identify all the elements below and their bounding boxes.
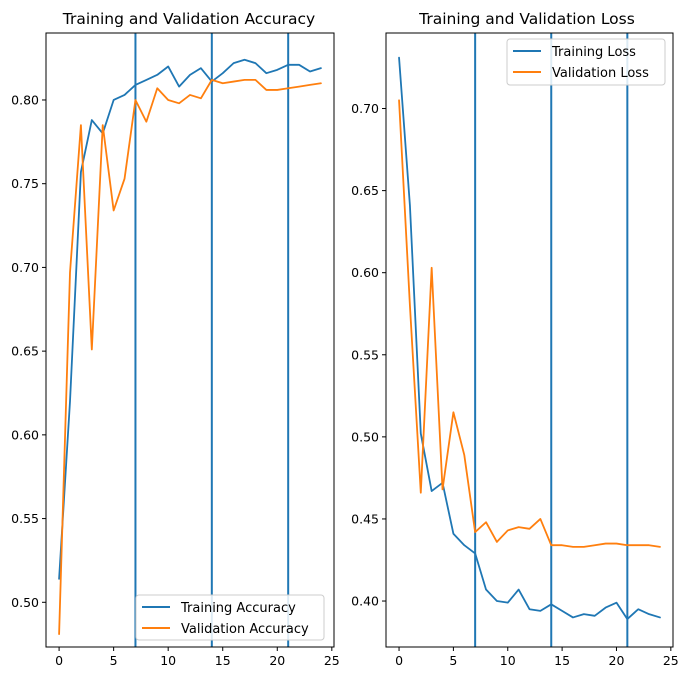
loss-ytick-label-6: 0.70 [351, 101, 379, 116]
loss-ytick-label-0: 0.40 [351, 594, 379, 609]
legend-label-validation-accuracy: Validation Accuracy [181, 622, 309, 637]
loss-series [398, 56, 661, 620]
acc-ytick-label-2: 0.60 [11, 427, 39, 442]
accuracy-legend-box [135, 594, 325, 641]
accuracy-chart-title: Training and Validation Accuracy [62, 10, 315, 28]
accuracy-y-axis: 0.50 0.55 0.60 0.65 0.70 0.75 0.80 [11, 92, 46, 610]
loss-xtick-label-4: 20 [609, 653, 625, 668]
acc-ytick-label-3: 0.65 [11, 344, 39, 359]
accuracy-vlines [134, 33, 290, 647]
loss-ytick-label-1: 0.45 [351, 511, 379, 526]
accuracy-x-axis: 0 5 10 15 20 25 [55, 647, 340, 668]
acc-ytick-label-6: 0.80 [11, 92, 39, 107]
loss-ytick-label-4: 0.60 [351, 265, 379, 280]
loss-chart-title: Training and Validation Loss [418, 10, 635, 28]
loss-ytick-label-3: 0.55 [351, 347, 379, 362]
acc-xtick-label-1: 5 [110, 653, 118, 668]
loss-chart: Training and Validation Loss 0 5 10 15 20 25 … [351, 10, 679, 668]
loss-legend-box [506, 38, 666, 86]
loss-xtick-label-1: 5 [449, 653, 457, 668]
acc-xtick-label-4: 20 [269, 653, 285, 668]
legend-label-training-loss: Training Loss [551, 45, 636, 60]
series-line-validation-accuracy [58, 78, 322, 636]
accuracy-series [58, 58, 322, 636]
acc-xtick-label-5: 25 [324, 653, 340, 668]
acc-ytick-label-4: 0.70 [11, 260, 39, 275]
series-line-training-accuracy [58, 58, 322, 580]
legend-label-validation-loss: Validation Loss [552, 66, 649, 81]
acc-xtick-label-3: 15 [215, 653, 231, 668]
loss-ytick-label-5: 0.65 [351, 183, 379, 198]
accuracy-plot-frame [45, 32, 335, 648]
loss-vlines [474, 33, 629, 647]
legend-label-training-accuracy: Training Accuracy [180, 601, 296, 616]
acc-ytick-label-1: 0.55 [11, 511, 39, 526]
loss-ytick-label-2: 0.50 [351, 429, 379, 444]
loss-xtick-label-0: 0 [395, 653, 403, 668]
series-line-validation-loss [398, 99, 661, 548]
accuracy-legend: Training Accuracy Validation Accuracy [135, 594, 325, 641]
loss-y-axis: 0.40 0.45 0.50 0.55 0.60 0.65 0.70 [351, 101, 386, 609]
loss-xtick-label-2: 10 [500, 653, 516, 668]
acc-xtick-label-0: 0 [55, 653, 63, 668]
loss-x-axis: 0 5 10 15 20 25 [395, 647, 679, 668]
loss-plot-frame [385, 32, 674, 648]
loss-legend: Training Loss Validation Loss [506, 38, 666, 86]
series-line-training-loss [398, 56, 661, 620]
acc-xtick-label-2: 10 [160, 653, 176, 668]
acc-ytick-label-5: 0.75 [11, 176, 39, 191]
loss-xtick-label-5: 25 [663, 653, 679, 668]
acc-ytick-label-0: 0.50 [11, 595, 39, 610]
loss-xtick-label-3: 15 [554, 653, 570, 668]
accuracy-chart: Training and Validation Accuracy 0 5 10 15 2… [11, 10, 340, 668]
